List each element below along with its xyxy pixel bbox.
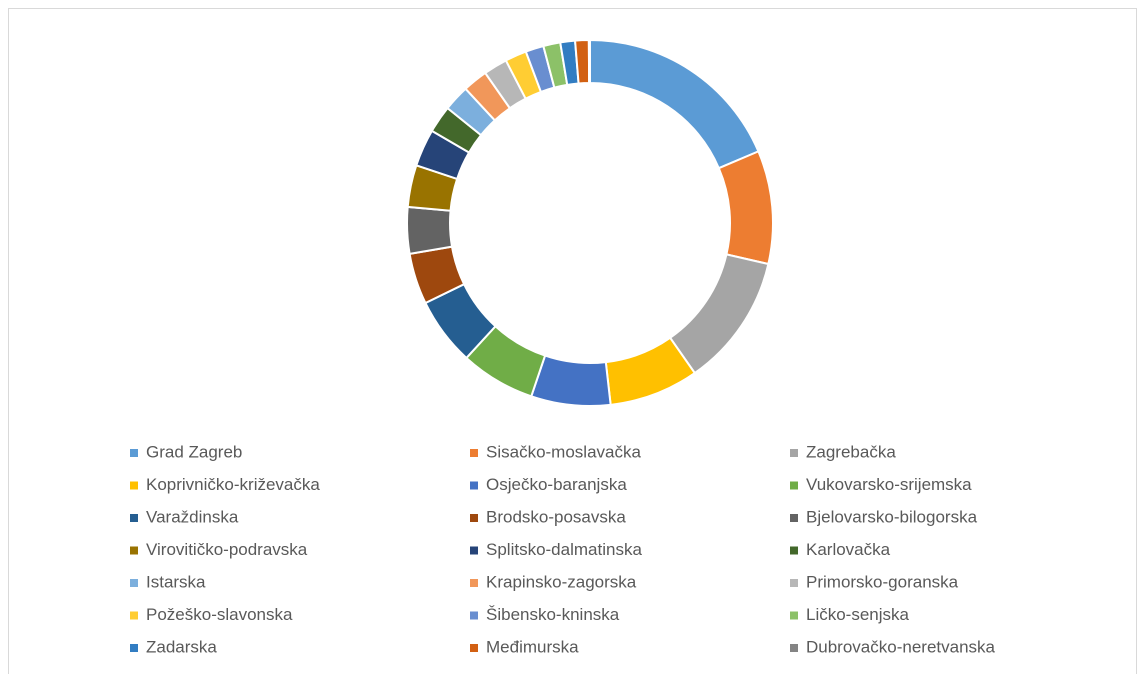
legend-swatch [790,611,798,620]
legend-label: Virovitičko-podravska [146,540,308,559]
legend-label: Ličko-senjska [806,605,910,624]
legend-label: Vukovarsko-srijemska [806,475,972,494]
legend-swatch [470,644,478,652]
legend-label: Koprivničko-križevačka [146,475,320,494]
legend-label: Zagrebačka [806,442,896,461]
legend-swatch [130,449,138,457]
legend-swatch [130,481,138,490]
legend-label: Splitsko-dalmatinska [486,540,642,559]
legend-swatch [130,579,138,587]
legend-label: Zadarska [146,637,217,656]
legend-label: Varaždinska [146,507,239,526]
legend-swatch [470,579,478,587]
legend-label: Primorsko-goranska [806,572,959,591]
donut-slice [573,38,591,85]
legend-swatch [130,546,138,555]
chart-frame [8,8,1137,674]
legend-swatch [470,449,478,457]
donut-slice [589,38,760,170]
donut-slice [406,205,454,256]
legend-label: Osječko-baranjska [486,475,627,494]
legend-swatch [130,611,138,620]
legend-label: Međimurska [486,637,579,656]
legend-swatch [790,449,798,457]
legend-swatch [790,514,798,522]
legend-label: Karlovačka [806,540,891,559]
legend-swatch [130,644,138,652]
legend-label: Požeško-slavonska [146,605,293,624]
legend-swatch [790,644,798,652]
legend-label: Krapinsko-zagorska [486,572,637,591]
legend-swatch [790,579,798,587]
legend-label: Sisačko-moslavačka [486,442,641,461]
legend-label: Istarska [146,572,206,591]
legend-label: Bjelovarsko-bilogorska [806,507,978,526]
legend-label: Šibensko-kninska [486,605,620,624]
legend-swatch [470,481,478,490]
legend-swatch [790,546,798,555]
legend-swatch [470,611,478,620]
legend-swatch [130,514,138,522]
legend-swatch [470,546,478,555]
legend-label: Grad Zagreb [146,442,242,461]
donut-slice [717,150,774,266]
donut-slice [587,38,591,85]
legend-label: Brodsko-posavska [486,507,626,526]
donut-slice [668,253,770,375]
legend-swatch [790,481,798,490]
legend-swatch [470,514,478,522]
legend-label: Dubrovačko-neretvanska [806,637,996,656]
